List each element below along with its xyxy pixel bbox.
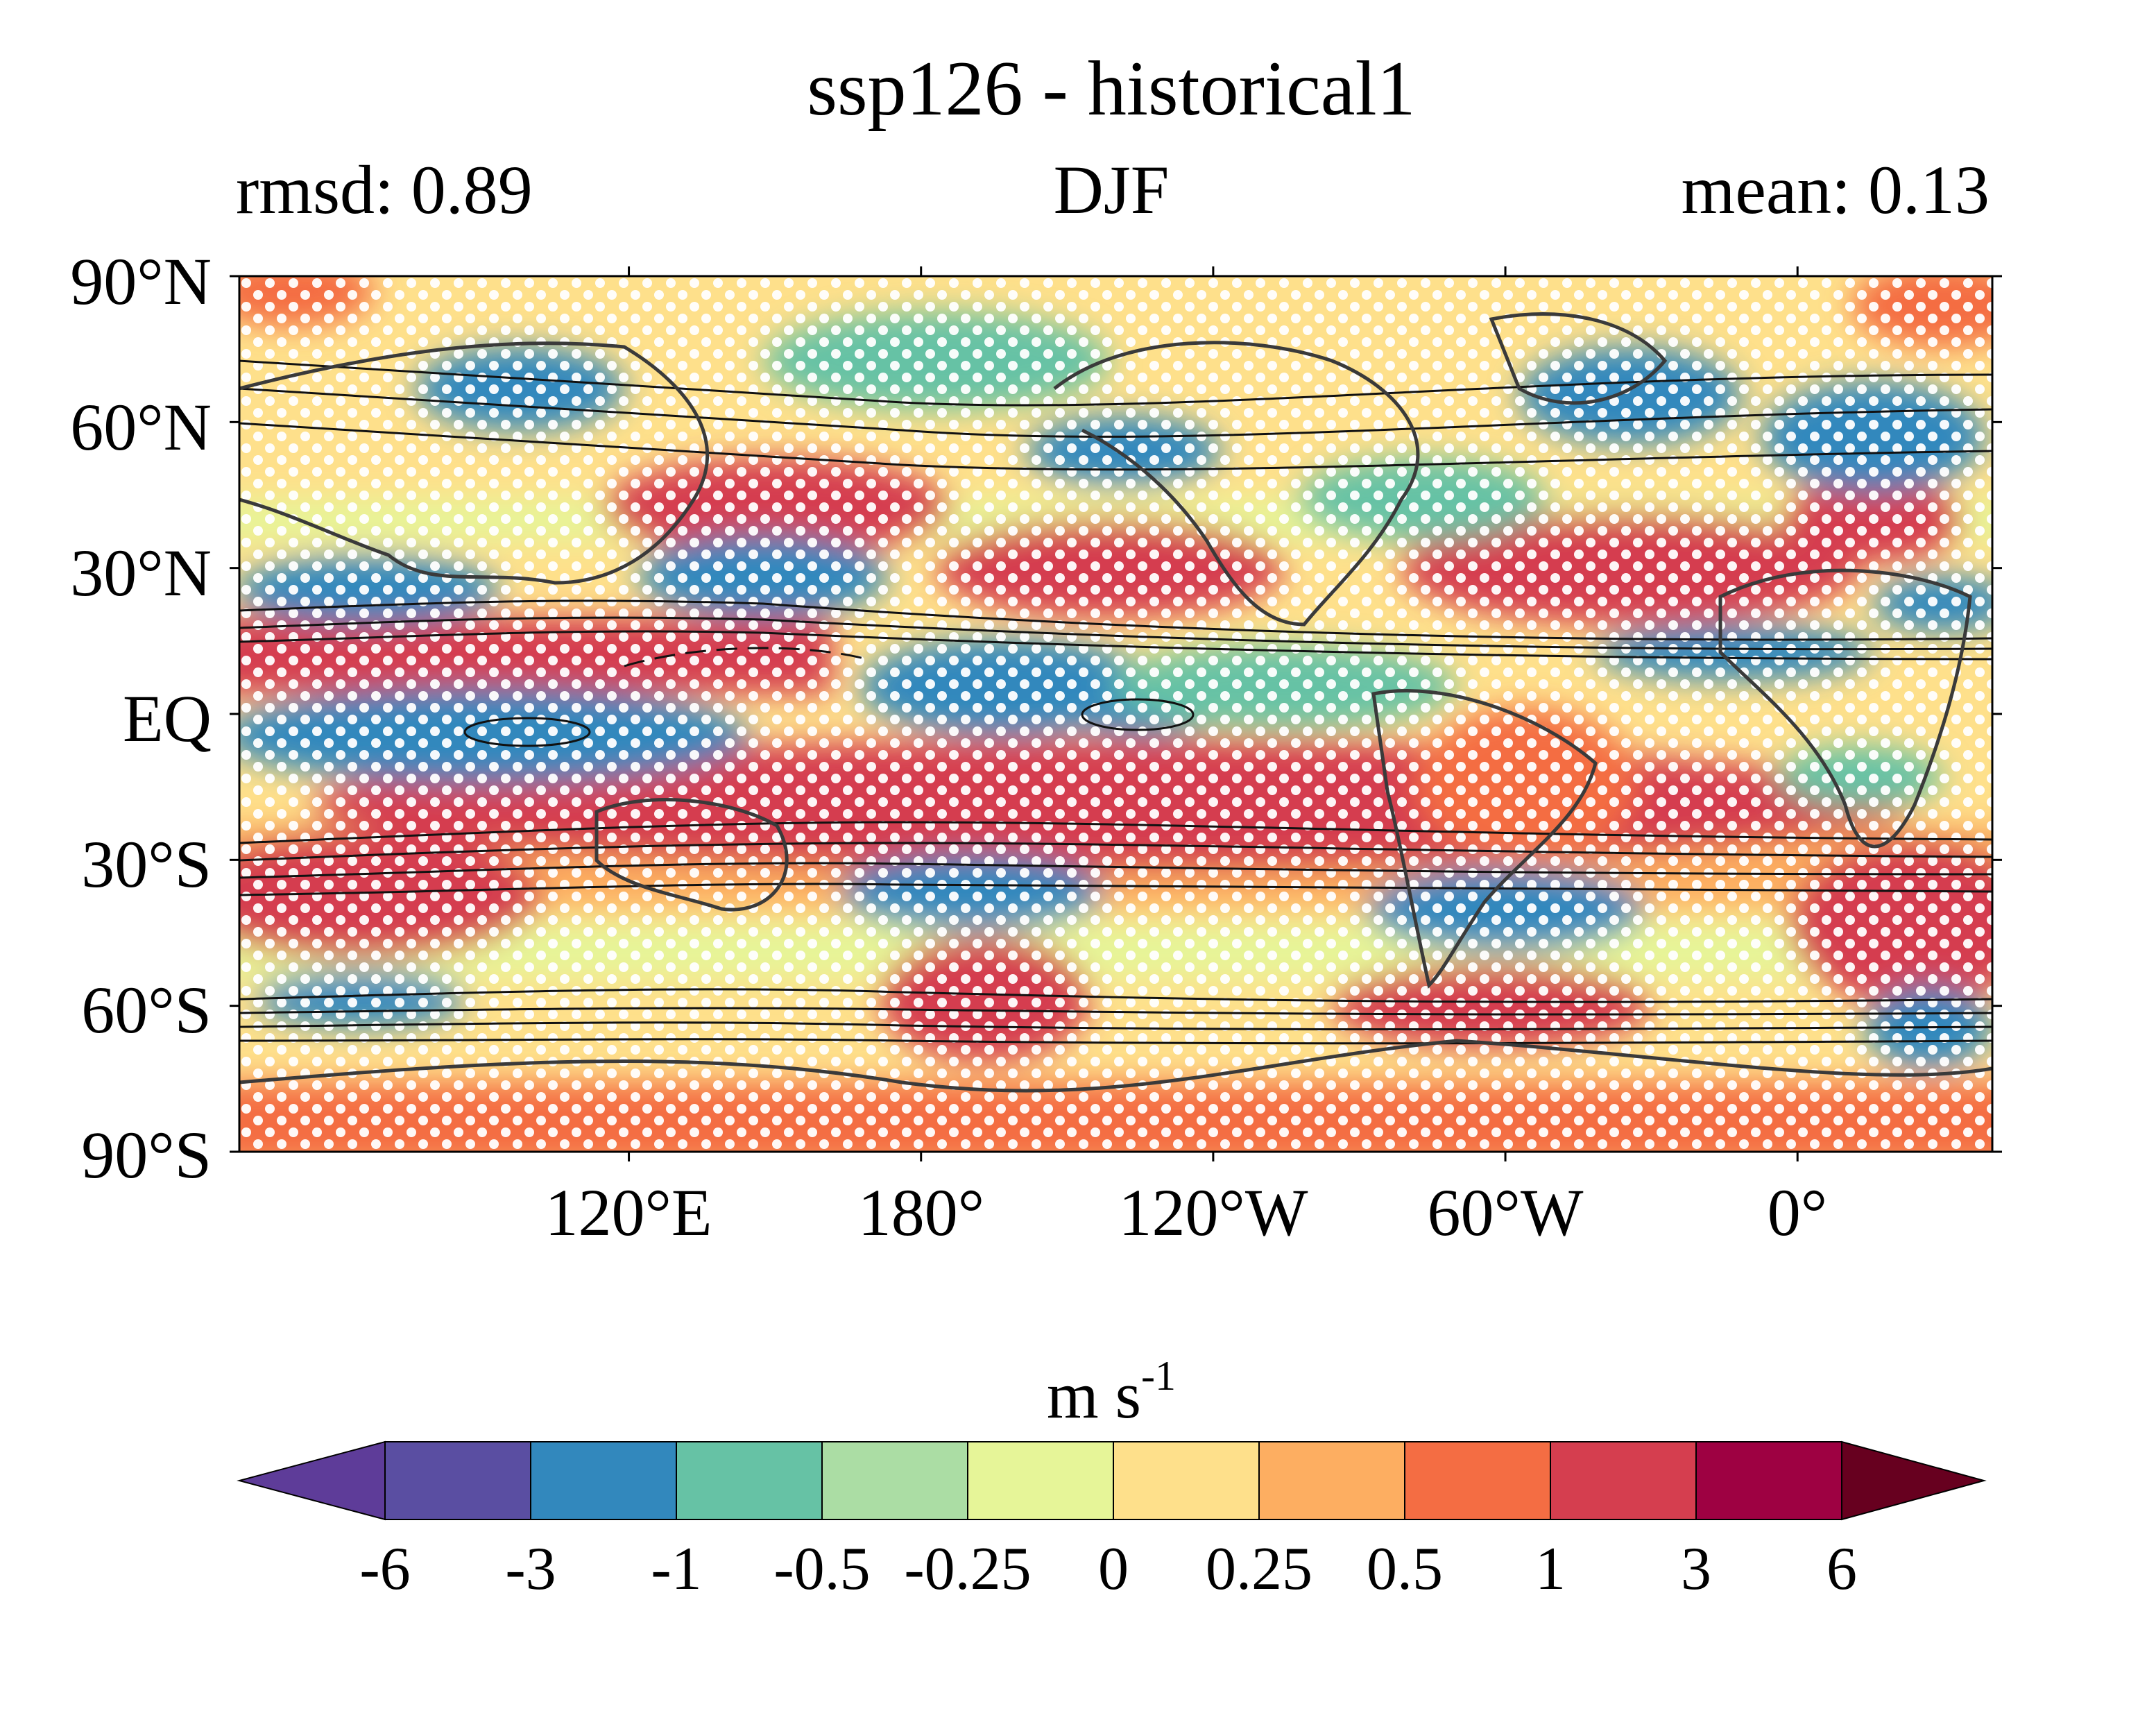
colorbar-unit: m s xyxy=(1047,1358,1141,1432)
coast-africa xyxy=(1718,568,1972,849)
coastlines xyxy=(239,312,1992,1093)
colorbar-tick-label-10: 6 xyxy=(1826,1535,1857,1603)
colorbar-unit-exponent: -1 xyxy=(1141,1353,1176,1399)
lon-label-120e: 120°E xyxy=(545,1175,712,1250)
colorbar: m s-1 -6 -3 -1 -0.5 -0.25 0 0.25 0.5 1 3 6 xyxy=(237,1353,1987,1603)
map-panel xyxy=(239,276,1992,1152)
colorbar-box-6 xyxy=(1258,1441,1405,1520)
colorbar-tick-label-7: 0.5 xyxy=(1367,1535,1443,1603)
season-label: DJF xyxy=(1054,151,1170,228)
lon-label-0: 0° xyxy=(1768,1175,1827,1250)
lat-label-60s: 60°S xyxy=(81,973,212,1047)
colorbar-box-8 xyxy=(1550,1441,1697,1520)
colorbar-box-4 xyxy=(967,1441,1114,1520)
colorbar-tick-label-6: 0.25 xyxy=(1206,1535,1312,1603)
lon-label-180: 180° xyxy=(858,1175,984,1250)
lat-label-90n: 90°N xyxy=(70,244,212,318)
colorbar-label: m s-1 xyxy=(1047,1353,1176,1432)
colorbar-box-2 xyxy=(676,1441,823,1520)
colorbar-tick-label-8: 1 xyxy=(1535,1535,1566,1603)
colorbar-box-7 xyxy=(1404,1441,1551,1520)
lat-label-60n: 60°N xyxy=(70,390,212,464)
lon-label-120w: 120°W xyxy=(1119,1175,1308,1250)
colorbar-tick-label-9: 3 xyxy=(1681,1535,1711,1603)
colorbar-tick-label-1: -3 xyxy=(505,1535,556,1603)
colorbar-extend-low xyxy=(237,1440,386,1521)
coast-greenland xyxy=(1489,312,1668,405)
colorbar-tick-label-4: -0.25 xyxy=(904,1535,1031,1603)
mean-label: mean: 0.13 xyxy=(1682,151,1990,228)
lat-label-90s: 90°S xyxy=(81,1118,212,1192)
lat-label-30s: 30°S xyxy=(81,827,212,901)
colorbar-tick-label-5: 0 xyxy=(1098,1535,1129,1603)
colorbar-box-0 xyxy=(384,1441,531,1520)
lat-label-eq: EQ xyxy=(123,681,212,756)
lat-axis: 90°N 60°N 30°N EQ 30°S 60°S 90°S xyxy=(70,244,2002,1192)
colorbar-box-5 xyxy=(1113,1441,1260,1520)
coast-south-america xyxy=(1371,689,1598,989)
colorbar-box-1 xyxy=(530,1441,677,1520)
climatology-contours xyxy=(239,359,1992,1045)
colorbar-box-3 xyxy=(821,1441,968,1520)
significance-stippling xyxy=(239,276,1992,1152)
coast-australia xyxy=(594,798,789,912)
colorbar-tick-label-0: -6 xyxy=(359,1535,410,1603)
lat-label-30n: 30°N xyxy=(70,536,212,610)
coast-asia xyxy=(239,341,710,585)
lon-axis: 120°E 180° 120°W 60°W 0° xyxy=(545,266,1827,1250)
colorbar-extend-high xyxy=(1841,1440,1987,1521)
colorbar-box-9 xyxy=(1695,1441,1842,1520)
colorbar-tick-label-2: -1 xyxy=(651,1535,701,1603)
coast-north-america xyxy=(1053,341,1420,627)
lon-label-60w: 60°W xyxy=(1428,1175,1584,1250)
colorbar-tick-label-3: -0.5 xyxy=(773,1535,870,1603)
rmsd-label: rmsd: 0.89 xyxy=(236,151,533,228)
figure-title: ssp126 - historical1 xyxy=(807,46,1415,132)
coast-antarctica xyxy=(239,1039,1992,1093)
